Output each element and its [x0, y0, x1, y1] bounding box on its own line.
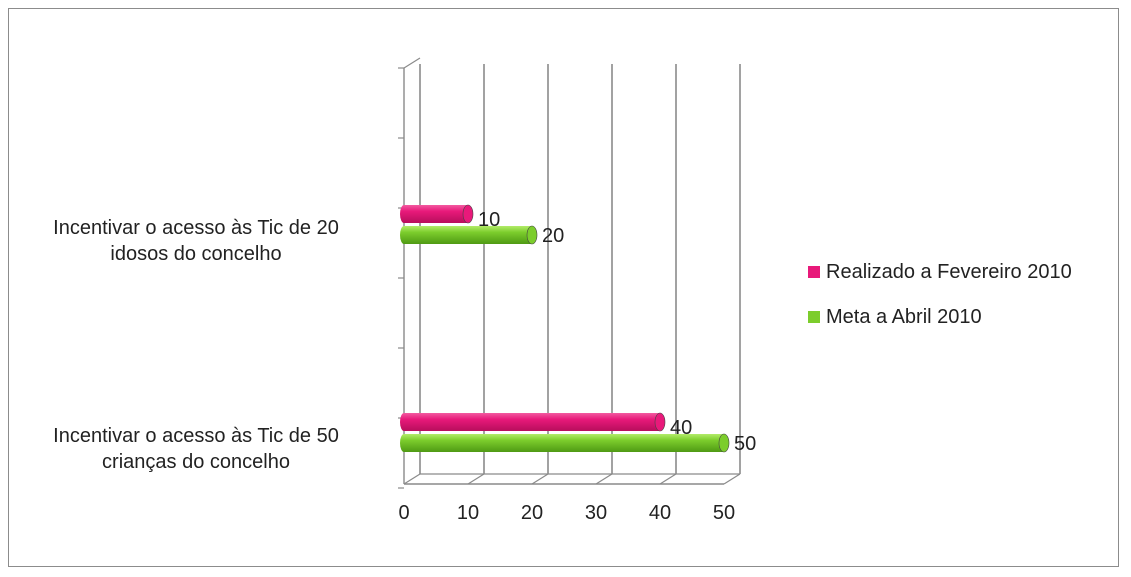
legend-item: Realizado a Fevereiro 2010	[808, 261, 1072, 283]
bar-cap-start	[400, 205, 408, 223]
bar-body	[404, 413, 660, 431]
x-tick-label: 50	[713, 502, 735, 524]
floor-gridline	[723, 473, 741, 485]
floor-gridline	[403, 473, 421, 485]
x-tick-label: 30	[585, 502, 607, 524]
floor-gridline	[531, 473, 549, 485]
x-tick-label: 20	[521, 502, 543, 524]
bar-cap-end	[718, 433, 730, 453]
bar-cap-end	[526, 225, 538, 245]
data-label: 50	[734, 433, 756, 455]
bar-cap-end	[462, 204, 474, 224]
legend-item: Meta a Abril 2010	[808, 306, 982, 328]
bar	[400, 204, 474, 224]
bar-body	[404, 434, 724, 452]
bar-body	[404, 205, 468, 223]
bar	[400, 433, 730, 453]
bar-cap-start	[400, 434, 408, 452]
bar-cap-start	[400, 226, 408, 244]
x-tick-label: 0	[398, 502, 409, 524]
legend-swatch	[808, 311, 820, 323]
bar-body	[404, 226, 532, 244]
data-label: 10	[478, 209, 500, 231]
bar	[400, 225, 538, 245]
bar	[400, 412, 666, 432]
category-label: Incentivar o acesso às Tic de 20 idosos d…	[53, 217, 339, 265]
floor-gridline	[659, 473, 677, 485]
category-label: Incentivar o acesso às Tic de 50 crianças…	[53, 425, 339, 473]
bar-cap-start	[400, 413, 408, 431]
data-label: 40	[670, 417, 692, 439]
legend-label: Realizado a Fevereiro 2010	[826, 261, 1072, 283]
bar-cap-end	[654, 412, 666, 432]
x-tick-label: 10	[457, 502, 479, 524]
floor-gridline	[467, 473, 485, 485]
data-label: 20	[542, 225, 564, 247]
x-tick-label: 40	[649, 502, 671, 524]
y-axis-top-edge	[403, 57, 421, 69]
legend-label: Meta a Abril 2010	[826, 306, 982, 328]
floor-gridline	[595, 473, 613, 485]
legend-swatch	[808, 266, 820, 278]
